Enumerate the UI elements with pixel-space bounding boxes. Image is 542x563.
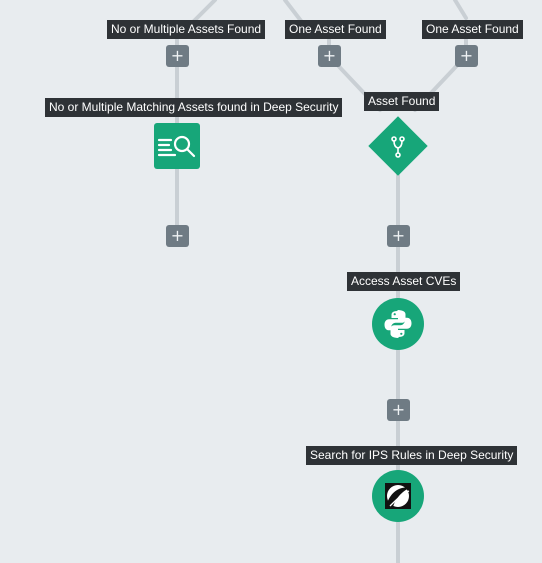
access-cves-node[interactable]	[372, 298, 424, 350]
connector-incoming-right	[453, 0, 468, 20]
no-match-node[interactable]	[154, 123, 200, 169]
node-label-access-cves: Access Asset CVEs	[347, 272, 461, 291]
add-step-button[interactable]: +	[166, 45, 189, 67]
search-ips-node[interactable]	[372, 470, 424, 522]
add-step-button[interactable]: +	[455, 45, 478, 67]
node-label-no-match: No or Multiple Matching Assets found in …	[45, 98, 343, 117]
trend-micro-icon	[385, 483, 411, 509]
add-step-button[interactable]: +	[387, 399, 410, 421]
asset-found-node[interactable]	[368, 116, 428, 176]
list-search-icon	[157, 135, 196, 158]
edge-label-no-or-multiple-assets-found: No or Multiple Assets Found	[107, 20, 266, 39]
add-step-button[interactable]: +	[318, 45, 341, 67]
branch-icon	[391, 136, 405, 158]
add-step-button[interactable]: +	[387, 225, 410, 247]
python-icon	[384, 310, 412, 338]
edge-label-one-asset-found: One Asset Found	[285, 20, 386, 39]
add-step-button[interactable]: +	[166, 225, 189, 247]
node-label-asset-found: Asset Found	[364, 92, 440, 111]
edge-label-one-asset-found-right: One Asset Found	[422, 20, 523, 39]
node-label-search-ips: Search for IPS Rules in Deep Security	[306, 446, 518, 465]
